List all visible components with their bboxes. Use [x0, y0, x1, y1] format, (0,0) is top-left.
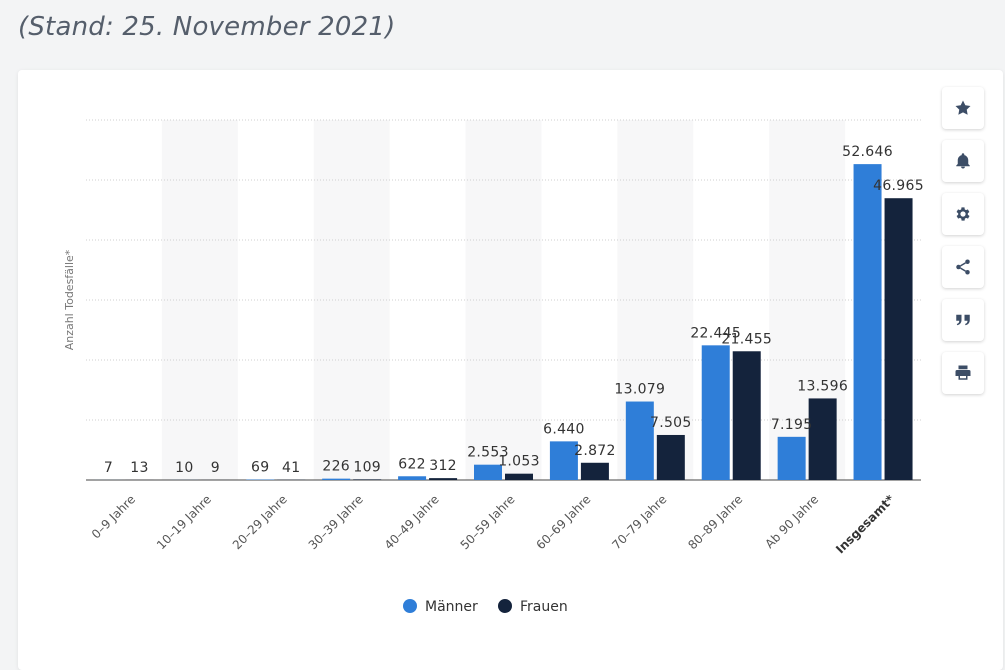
bar-maenner[interactable] [398, 476, 426, 480]
data-label: 2.872 [574, 443, 616, 459]
notification-button[interactable] [942, 140, 984, 182]
legend-marker [403, 599, 417, 613]
data-label: 7.505 [650, 415, 692, 431]
legend-label[interactable]: Männer [425, 599, 478, 615]
legend: Männer Frauen [403, 599, 568, 615]
bar-maenner[interactable] [322, 479, 350, 480]
quote-icon [954, 311, 972, 329]
data-label: 1.053 [498, 454, 540, 470]
data-label: 69 [251, 460, 269, 476]
data-label: 312 [429, 458, 457, 474]
bar-maenner[interactable] [778, 437, 806, 480]
x-axis-ticks: 0–9 Jahre 10–19 Jahre 20–29 Jahre 30–39 Jah… [89, 492, 898, 557]
print-icon [954, 364, 972, 382]
x-tick-label: 80–89 Jahre [685, 492, 745, 552]
x-tick-label: 10–19 Jahre [154, 492, 214, 552]
bar-frauen[interactable] [809, 398, 837, 480]
bar-maenner[interactable] [854, 164, 882, 480]
bar-frauen[interactable] [505, 474, 533, 480]
x-tick-label: 0–9 Jahre [89, 492, 138, 541]
data-label: 7 [104, 460, 113, 476]
star-icon [954, 99, 972, 117]
data-label: 10 [175, 460, 193, 476]
share-icon [954, 258, 972, 276]
data-label: 109 [353, 459, 381, 475]
data-label: 41 [282, 460, 300, 476]
data-label: 622 [398, 456, 426, 472]
x-tick-label: Insgesamt* [833, 492, 898, 557]
share-button[interactable] [942, 246, 984, 288]
data-label: 21.455 [721, 331, 772, 347]
data-label: 52.646 [842, 144, 893, 160]
print-button[interactable] [942, 352, 984, 394]
bar-frauen[interactable] [885, 198, 913, 480]
settings-button[interactable] [942, 193, 984, 235]
x-tick-label: 60–69 Jahre [533, 492, 593, 552]
bar-frauen[interactable] [429, 478, 457, 480]
data-label: 13 [130, 460, 148, 476]
data-label: 46.965 [873, 178, 924, 194]
gear-icon [954, 205, 972, 223]
chart-toolbar [942, 87, 984, 405]
bar-frauen[interactable] [581, 463, 609, 480]
legend-label[interactable]: Frauen [520, 599, 568, 615]
bar-maenner[interactable] [626, 402, 654, 480]
x-tick-label: 50–59 Jahre [458, 492, 518, 552]
data-label: 7.195 [771, 417, 813, 433]
x-tick-label: 20–29 Jahre [230, 492, 290, 552]
column-band [314, 120, 390, 480]
x-tick-label: 40–49 Jahre [382, 492, 442, 552]
y-axis-label: Anzahl Todesfälle* [63, 249, 76, 350]
bar-frauen[interactable] [353, 479, 381, 480]
cite-button[interactable] [942, 299, 984, 341]
data-label: 13.079 [614, 382, 665, 398]
favorite-button[interactable] [942, 87, 984, 129]
data-label: 226 [322, 459, 350, 475]
data-label: 9 [211, 460, 220, 476]
data-label: 6.440 [543, 421, 585, 437]
bar-maenner[interactable] [702, 345, 730, 480]
data-label: 13.596 [797, 378, 848, 394]
bar-frauen[interactable] [733, 351, 761, 480]
bell-icon [954, 152, 972, 170]
x-tick-label: 30–39 Jahre [306, 492, 366, 552]
x-tick-label: Ab 90 Jahre [762, 492, 821, 551]
bar-frauen[interactable] [657, 435, 685, 480]
legend-marker [498, 599, 512, 613]
x-tick-label: 70–79 Jahre [609, 492, 669, 552]
